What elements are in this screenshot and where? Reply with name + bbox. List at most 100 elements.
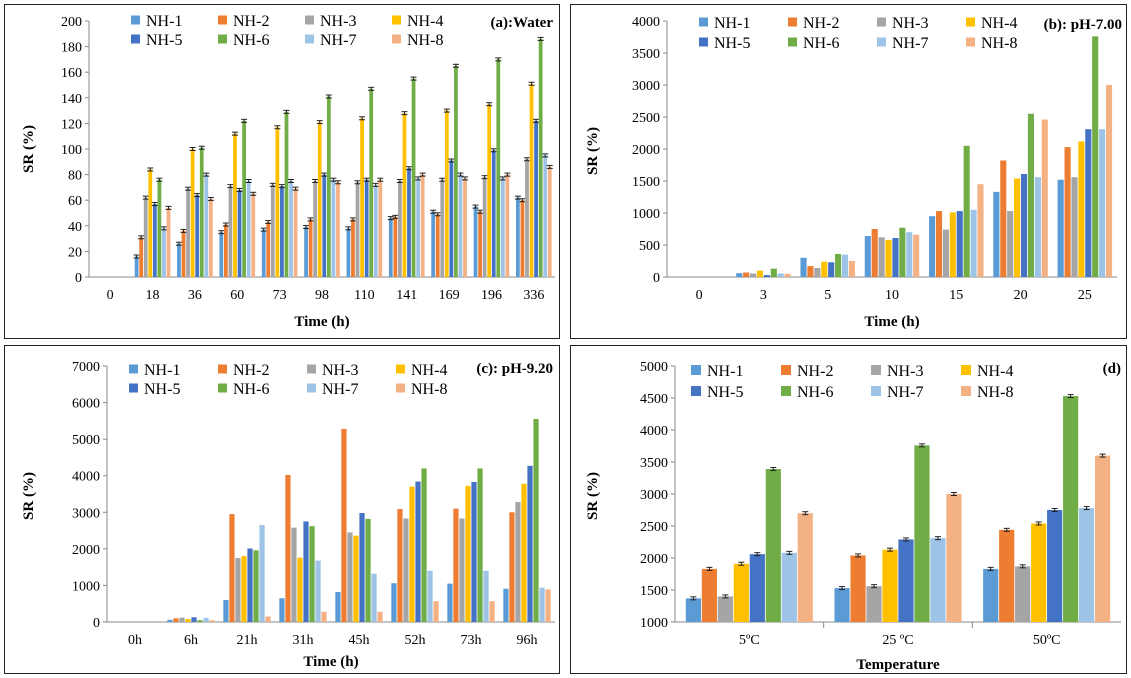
y-tick-label: 4000 xyxy=(632,15,660,30)
y-tick-label: 1000 xyxy=(72,579,100,594)
bar-nh-2 xyxy=(229,514,235,622)
bar-nh-8 xyxy=(797,513,813,622)
x-tick-label: 73h xyxy=(461,633,482,648)
bar-nh-3 xyxy=(878,237,885,277)
bar-nh-8 xyxy=(293,188,298,277)
y-tick-label: 160 xyxy=(61,66,82,81)
x-tick-label: 3 xyxy=(760,288,767,303)
bar-nh-4 xyxy=(465,485,471,622)
bar-nh-6 xyxy=(477,468,483,622)
bar-nh-3 xyxy=(482,177,487,277)
bar-nh-2 xyxy=(224,224,228,277)
legend-swatch-nh-7 xyxy=(871,386,881,396)
bar-nh-1 xyxy=(864,236,871,277)
bar-nh-1 xyxy=(685,598,701,622)
y-tick-label: 6000 xyxy=(72,397,100,412)
bar-nh-8 xyxy=(1041,119,1048,277)
y-tick-label: 1000 xyxy=(632,207,660,222)
bar-nh-5 xyxy=(152,204,157,277)
bar-nh-8 xyxy=(463,178,467,277)
bar-nh-3 xyxy=(186,188,190,277)
legend-label-nh-6: NH-6 xyxy=(803,35,839,52)
bar-nh-7 xyxy=(204,174,209,277)
bar-nh-2 xyxy=(435,214,440,277)
bar-nh-6 xyxy=(197,620,203,622)
bar-nh-8 xyxy=(489,601,495,622)
bar-nh-6 xyxy=(1027,113,1034,277)
bar-nh-3 xyxy=(313,181,318,277)
bar-nh-8 xyxy=(977,184,984,277)
bar-nh-5 xyxy=(359,513,365,622)
x-tick-label: 20 xyxy=(1014,288,1028,303)
x-tick-label: 96h xyxy=(517,633,538,648)
chart-panel-temperature: 1000 1500 2000 2500 3000 3500 4000 4500 5000 5ºC 2… xyxy=(570,345,1127,674)
panel-tag: (b): pH-7.00 xyxy=(1044,17,1122,33)
bar-nh-3 xyxy=(440,179,445,277)
legend-swatch-nh-1 xyxy=(691,365,701,375)
legend-label-nh-5: NH-5 xyxy=(144,381,180,398)
bar-nh-1 xyxy=(1057,179,1064,277)
legend-swatch-nh-3 xyxy=(305,15,314,25)
legend-swatch-nh-2 xyxy=(218,15,227,25)
bar-nh-8 xyxy=(913,234,920,277)
bar-nh-1 xyxy=(219,232,224,277)
bar-nh-3 xyxy=(515,502,521,622)
x-tick-label: 73 xyxy=(273,288,287,303)
bar-nh-8 xyxy=(433,601,439,622)
x-tick-label: 5 xyxy=(824,288,831,303)
bar-nh-7 xyxy=(543,155,548,277)
bar-nh-6 xyxy=(533,419,539,622)
legend-label-nh-2: NH-2 xyxy=(233,13,269,30)
bar-nh-3 xyxy=(1007,211,1014,277)
x-tick-label: 98 xyxy=(315,288,329,303)
bar-nh-6 xyxy=(496,59,501,278)
bar-nh-1 xyxy=(929,216,936,277)
bar-nh-6 xyxy=(765,469,781,622)
bar-nh-5 xyxy=(449,160,454,277)
legend-swatch-nh-8 xyxy=(961,386,971,396)
bar-nh-7 xyxy=(1079,508,1095,622)
bar-nh-4 xyxy=(733,563,749,622)
bar-nh-2 xyxy=(266,221,271,277)
bar-nh-7 xyxy=(930,538,946,622)
bar-nh-8 xyxy=(848,261,855,277)
chart-svg: 0 500 1000 1500 2000 2500 3000 3500 4000 0 3 5 10 15 2… xyxy=(585,15,1122,330)
legend-label-nh-8: NH-8 xyxy=(407,32,443,49)
legend-swatch-nh-4 xyxy=(396,364,405,374)
chart-panel-ph-9: 0 1000 2000 3000 4000 5000 6000 7000 0h 6h 21h 31h 4… xyxy=(4,345,560,674)
bar-nh-6 xyxy=(421,468,427,622)
bar-nh-4 xyxy=(297,557,303,622)
bar-nh-4 xyxy=(317,122,322,278)
bar-nh-8 xyxy=(265,616,271,622)
x-tick-label: 10 xyxy=(885,288,899,303)
legend-label-nh-1: NH-1 xyxy=(146,13,182,30)
bar-nh-8 xyxy=(321,611,327,622)
bar-nh-5 xyxy=(237,189,242,277)
legend-swatch-nh-1 xyxy=(699,17,708,27)
bar-nh-5 xyxy=(415,481,421,622)
x-tick-label: 25 ºC xyxy=(882,633,913,648)
bar-nh-4 xyxy=(885,239,892,277)
legend-label-nh-7: NH-7 xyxy=(320,32,356,49)
x-axis-title: Temperature xyxy=(856,657,940,673)
bar-nh-5 xyxy=(191,617,197,622)
bar-nh-7 xyxy=(289,181,293,277)
y-tick-label: 4000 xyxy=(640,424,668,439)
legend-label-nh-3: NH-3 xyxy=(322,362,358,379)
y-tick-label: 100 xyxy=(61,143,82,158)
legend-swatch-nh-1 xyxy=(129,364,138,374)
bar-nh-1 xyxy=(834,588,850,622)
bar-nh-2 xyxy=(173,618,179,622)
panel-tag: (c): pH-9.20 xyxy=(476,361,553,377)
bar-nh-3 xyxy=(355,182,360,277)
bar-nh-6 xyxy=(835,253,842,277)
legend-label-nh-2: NH-2 xyxy=(233,362,269,379)
legend-label-nh-6: NH-6 xyxy=(797,384,833,401)
bar-nh-5 xyxy=(471,481,477,622)
legend-label-nh-7: NH-7 xyxy=(892,35,928,52)
bar-nh-1 xyxy=(800,257,807,277)
bar-nh-3 xyxy=(1015,566,1031,622)
legend-label-nh-1: NH-1 xyxy=(714,15,750,32)
bar-nh-1 xyxy=(261,229,266,277)
legend-swatch-nh-5 xyxy=(699,37,708,47)
